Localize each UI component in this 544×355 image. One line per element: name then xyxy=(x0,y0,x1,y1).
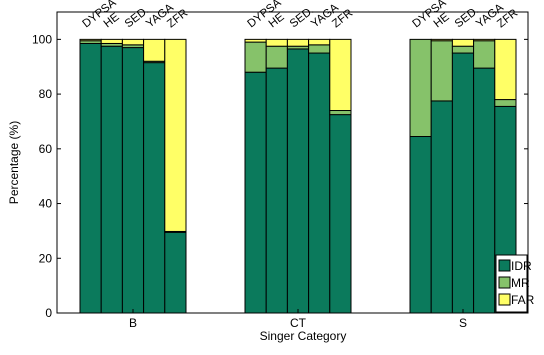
bar-idr-b-zfr xyxy=(164,231,187,314)
bar-far-s-he xyxy=(430,38,453,42)
bar-mr-s-sed xyxy=(451,45,475,54)
bar-idr-b-yaga xyxy=(143,62,166,314)
bar-mr-ct-zfr xyxy=(329,110,352,116)
bar-idr-ct-he xyxy=(265,67,288,314)
bar-mr-s-yaga xyxy=(473,40,496,69)
y-tick-label: 60 xyxy=(39,142,53,156)
x-tick-label: CT xyxy=(290,316,307,330)
bar-mr-s-zfr xyxy=(494,99,517,107)
legend-swatch-far xyxy=(498,293,511,306)
legend-swatch-mr xyxy=(498,276,511,289)
y-tick-label: 100 xyxy=(32,32,52,46)
bar-far-ct-sed xyxy=(286,38,310,47)
bar-far-ct-zfr xyxy=(329,38,352,112)
bar-far-ct-yaga xyxy=(308,38,331,46)
bar-mr-ct-yaga xyxy=(308,44,331,54)
x-axis-label: Singer Category xyxy=(260,329,347,343)
bar-far-s-sed xyxy=(451,38,475,47)
bar-far-b-yaga xyxy=(143,38,166,62)
bar-idr-ct-yaga xyxy=(308,52,331,314)
bar-mr-ct-dypsa xyxy=(244,41,267,73)
y-axis-label: Percentage (%) xyxy=(7,121,21,204)
bar-far-ct-dypsa xyxy=(244,38,267,43)
y-tick-label: 40 xyxy=(39,197,53,211)
bar-idr-b-dypsa xyxy=(79,42,102,314)
y-tick-label: 20 xyxy=(39,251,53,265)
bar-idr-s-dypsa xyxy=(409,136,432,314)
bar-idr-ct-zfr xyxy=(329,114,352,314)
legend-label-far: FAR xyxy=(511,293,535,307)
legend-label-mr: MR xyxy=(511,276,530,290)
bar-idr-ct-dypsa xyxy=(244,71,267,314)
bar-mr-ct-he xyxy=(265,45,288,69)
bar-idr-ct-sed xyxy=(286,48,310,314)
bar-idr-b-sed xyxy=(121,47,145,314)
bar-far-ct-he xyxy=(265,38,288,47)
bar-far-b-dypsa xyxy=(79,38,102,42)
bar-far-s-yaga xyxy=(473,38,496,42)
bar-far-b-sed xyxy=(121,38,145,46)
y-tick-label: 80 xyxy=(39,87,53,101)
y-tick-label: 0 xyxy=(45,306,52,320)
bar-mr-s-he xyxy=(430,40,453,102)
bar-idr-b-he xyxy=(100,45,123,314)
bar-mr-s-dypsa xyxy=(409,38,432,138)
bar-idr-s-sed xyxy=(451,52,475,314)
bar-far-b-zfr xyxy=(164,38,187,232)
bar-far-s-zfr xyxy=(494,38,517,101)
bar-idr-s-he xyxy=(430,100,453,314)
x-tick-label: S xyxy=(459,316,467,330)
legend-swatch-idr xyxy=(498,259,511,272)
bar-far-b-he xyxy=(100,38,123,44)
legend-label-idr: IDR xyxy=(511,259,532,273)
bar-idr-s-yaga xyxy=(473,67,496,314)
x-tick-label: B xyxy=(129,316,137,330)
